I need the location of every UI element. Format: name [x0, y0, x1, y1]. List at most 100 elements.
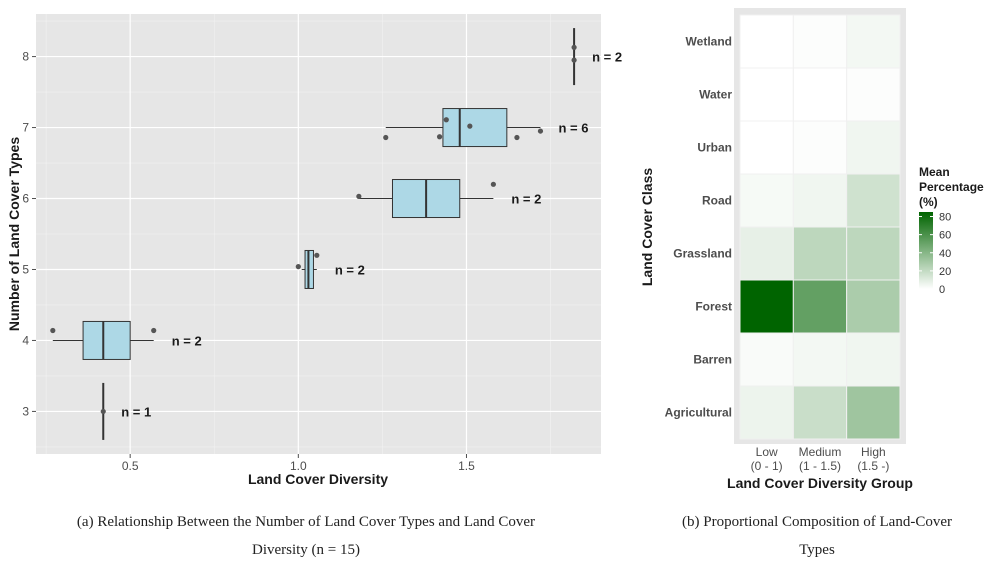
y-tick-label: 6 [22, 192, 29, 206]
data-point [467, 123, 473, 129]
n-label: n = 2 [511, 192, 541, 207]
heatmap-row-label: Agricultural [665, 406, 732, 420]
heatmap-row-label: Barren [693, 353, 732, 367]
heatmap-cell [792, 385, 848, 440]
box-body [82, 320, 131, 360]
heatmap-cell [739, 385, 794, 440]
caption-a: (a) Relationship Between the Number of L… [0, 508, 612, 564]
heatmap-cell [739, 67, 794, 122]
heatmap-cell [846, 332, 901, 387]
heatmap-cell [846, 120, 901, 175]
heatmap-cell [739, 332, 794, 387]
heatmap-cell [792, 279, 848, 334]
data-point [571, 44, 577, 50]
heatmap-cell [739, 226, 794, 281]
data-point [295, 264, 301, 270]
heatmap-x-axis-title: Land Cover Diversity Group [727, 475, 913, 491]
box-group: n = 2 [571, 28, 622, 86]
boxplot-tick-labels: 0.5 1.0 1.5 3 4 5 6 7 8 [22, 50, 475, 473]
heatmap-cell [846, 173, 901, 228]
data-point [50, 327, 56, 334]
data-point [571, 57, 577, 63]
box-group: n = 2 [50, 320, 202, 360]
boxplot-x-axis-title: Land Cover Diversity [248, 471, 388, 487]
n-label: n = 2 [592, 50, 622, 65]
heatmap-col-label: High [861, 445, 886, 459]
legend-title-line3: (%) [919, 195, 938, 209]
caption-b-line1: (b) Proportional Composition of Land-Cov… [682, 514, 952, 530]
n-label: n = 6 [558, 121, 588, 136]
caption-b-line2: Types [799, 542, 835, 558]
heatmap-labels: Wetland Water Urban Road Grassland Forest Barr… [665, 35, 890, 474]
y-tick-label: 3 [22, 404, 29, 418]
heatmap-col-sublabel: (1 - 1.5) [799, 459, 841, 473]
n-label: n = 2 [335, 262, 365, 277]
y-tick-label: 7 [22, 121, 29, 135]
box-group: n = 2 [295, 249, 365, 289]
data-point [314, 252, 320, 258]
legend-tick-label: 20 [939, 266, 951, 278]
legend-tick-label: 40 [939, 248, 951, 260]
heatmap-cell [739, 14, 794, 69]
data-point [436, 134, 443, 140]
heatmap-cell [739, 279, 794, 334]
data-point [443, 117, 449, 123]
x-tick-label: 1.5 [458, 459, 475, 473]
legend-tick-label: 0 [939, 284, 945, 296]
caption-a-line2: Diversity (n = 15) [251, 542, 361, 558]
data-point [151, 327, 157, 334]
heatmap-cell [846, 279, 901, 334]
heatmap-cell [739, 120, 794, 175]
heatmap-cell [792, 226, 848, 281]
heatmap-chart: Wetland Water Urban Road Grassland Forest Barr… [639, 8, 984, 491]
caption-b: (b) Proportional Composition of Land-Cov… [632, 508, 1002, 564]
box-body [442, 108, 508, 148]
box-group: n = 2 [356, 179, 541, 219]
heatmap-cells [739, 14, 901, 440]
heatmap-cell [846, 226, 901, 281]
y-tick-label: 8 [22, 50, 29, 64]
legend-title-line1: Mean [919, 165, 950, 179]
boxplot-chart: n = 1 n = 2 n = 2 n = 2 n = 6 n = 2 0.5 1.0 1.5… [6, 14, 622, 487]
y-tick-label: 4 [22, 333, 29, 347]
legend-tick-label: 80 [939, 212, 951, 224]
heatmap-row-label: Wetland [686, 35, 732, 49]
data-point [383, 134, 389, 141]
heatmap-cell [739, 173, 794, 228]
y-tick-label: 5 [22, 262, 29, 276]
heatmap-legend: Mean Percentage (%) 80 60 40 20 0 [919, 165, 984, 296]
boxplot-boxes: n = 1 n = 2 n = 2 n = 2 n = 6 n = 2 [50, 28, 622, 440]
heatmap-col-label: Medium [799, 445, 842, 459]
heatmap-cell [792, 14, 848, 69]
heatmap-col-sublabel: (1.5 -) [857, 459, 889, 473]
data-point [537, 128, 544, 134]
heatmap-cell [846, 14, 901, 69]
heatmap-y-axis-title: Land Cover Class [639, 168, 655, 286]
heatmap-cell [792, 67, 848, 122]
data-point [356, 193, 362, 199]
heatmap-row-label: Road [702, 194, 732, 208]
x-tick-label: 1.0 [290, 459, 307, 473]
heatmap-row-label: Grassland [673, 247, 732, 261]
heatmap-row-label: Urban [697, 141, 732, 155]
caption-a-line1: (a) Relationship Between the Number of L… [76, 514, 536, 530]
n-label: n = 1 [121, 404, 151, 419]
heatmap-row-label: Forest [695, 300, 732, 314]
heatmap-cell [846, 67, 901, 122]
heatmap-cell [792, 173, 848, 228]
heatmap-cell [792, 120, 848, 175]
legend-colorbar [919, 212, 933, 289]
legend-title-line2: Percentage [919, 180, 984, 194]
n-label: n = 2 [172, 333, 202, 348]
boxplot-y-axis-title: Number of Land Cover Types [6, 137, 22, 331]
heatmap-cell [846, 385, 901, 440]
data-point [490, 181, 496, 187]
heatmap-cell [792, 332, 848, 387]
legend-tick-label: 60 [939, 230, 951, 242]
data-point [514, 134, 520, 141]
heatmap-col-label: Low [756, 445, 778, 459]
heatmap-row-label: Water [699, 88, 732, 102]
box-group: n = 1 [100, 382, 151, 440]
heatmap-col-sublabel: (0 - 1) [751, 459, 783, 473]
